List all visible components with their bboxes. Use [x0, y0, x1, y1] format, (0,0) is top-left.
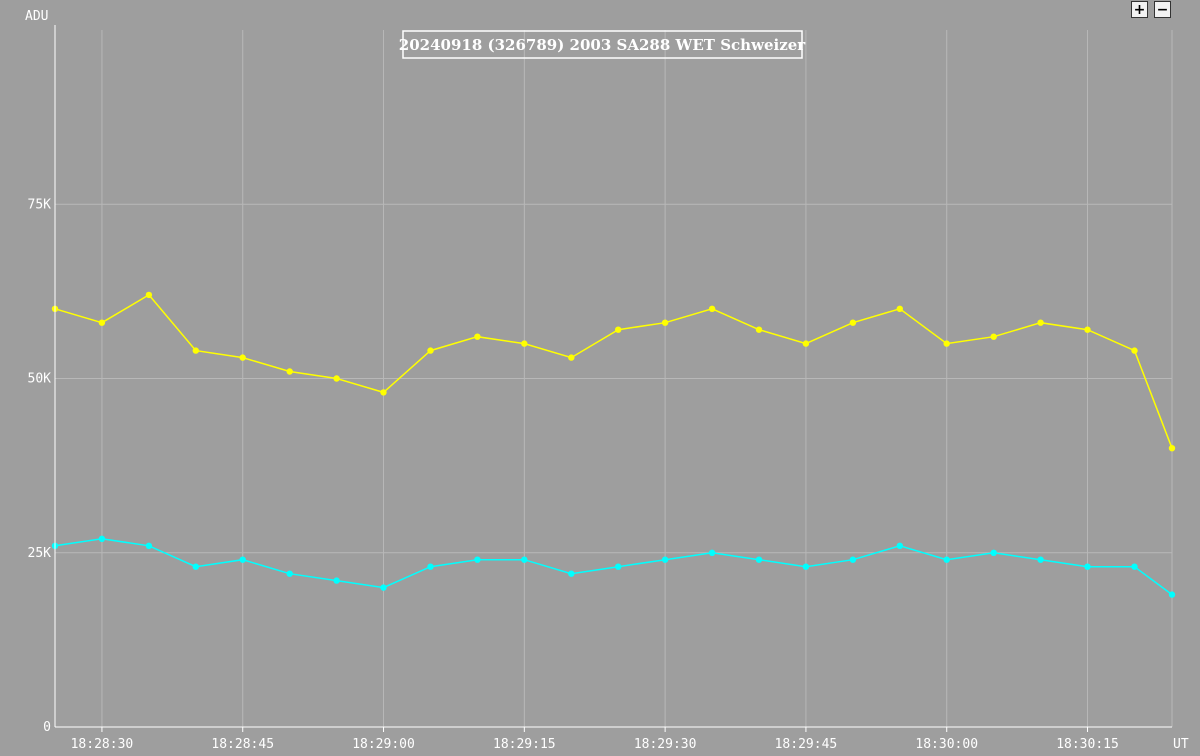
series-2-point — [943, 556, 950, 563]
series-1-point — [1131, 347, 1138, 354]
series-2-point — [615, 563, 622, 570]
series-1-point — [755, 326, 763, 333]
chart-title-box — [402, 30, 803, 59]
series-2-point — [333, 577, 340, 584]
series-2-point — [380, 584, 387, 591]
series-2-point — [474, 556, 481, 563]
series-layer — [51, 291, 1176, 598]
series-1-point — [1168, 445, 1176, 452]
series-1-point — [708, 305, 716, 312]
series-line-2 — [54, 538, 1173, 596]
series-1-point — [615, 326, 622, 333]
series-2-point — [239, 556, 246, 563]
x-axis-label: UT — [1173, 737, 1189, 752]
x-tick-label: 18:29:30 — [634, 737, 697, 752]
axes: 0 25K 50K 75K 18:28:30 18:28:45 18:29:00 18:29:… — [28, 25, 1172, 752]
series-1-point — [943, 340, 950, 347]
grid-lines — [55, 30, 1173, 727]
series-2-point — [1037, 556, 1044, 563]
series-1-point — [849, 319, 857, 326]
y-tick-label: 0 — [43, 720, 51, 735]
chart-title-group: 20240918 (326789) 2003 SA288 WET Schweiz… — [399, 30, 806, 59]
series-1-point — [661, 319, 669, 326]
series-1-point — [474, 333, 481, 340]
x-tick-label: 18:28:45 — [211, 737, 274, 752]
series-2-point — [521, 556, 528, 563]
series-1-point — [192, 347, 199, 354]
series-2-point — [427, 563, 434, 570]
series-2-point — [661, 556, 669, 563]
zoom-in-button[interactable]: + — [1131, 1, 1148, 18]
series-1-point — [802, 340, 810, 347]
series-1-point — [568, 354, 575, 361]
series-1-point — [896, 305, 903, 312]
y-tick-label: 50K — [28, 372, 52, 387]
series-2-point — [145, 542, 153, 549]
series-1-point — [1084, 326, 1091, 333]
y-tick-label: 75K — [28, 197, 52, 212]
x-tick-label: 18:29:00 — [352, 737, 415, 752]
series-2-point — [849, 556, 857, 563]
series-line-1 — [54, 293, 1173, 449]
series-2-point — [1084, 563, 1091, 570]
series-2-point — [755, 556, 763, 563]
series-1-point — [98, 319, 106, 326]
series-1-point — [521, 340, 528, 347]
y-tick-label: 25K — [28, 546, 52, 561]
series-2-point — [802, 563, 810, 570]
series-1-point — [990, 333, 997, 340]
series-1-point — [427, 347, 434, 354]
series-1-point — [239, 354, 246, 361]
series-2-point — [708, 549, 716, 556]
x-tick-label: 18:29:45 — [775, 737, 838, 752]
x-tick-label: 18:30:15 — [1056, 737, 1119, 752]
series-2-point — [1168, 591, 1176, 598]
series-2-point — [1131, 563, 1138, 570]
x-tick-label: 18:28:30 — [71, 737, 134, 752]
x-tick-label: 18:29:15 — [493, 737, 556, 752]
x-tick-label: 18:30:00 — [915, 737, 978, 752]
series-1-point — [1037, 319, 1044, 326]
y-axis-label: ADU — [25, 9, 48, 24]
zoom-out-button[interactable]: − — [1154, 1, 1171, 18]
series-2-point — [192, 563, 199, 570]
chart-title: 20240918 (326789) 2003 SA288 WET Schweiz… — [399, 36, 806, 54]
series-2-point — [286, 570, 293, 577]
series-1-point — [145, 291, 153, 299]
series-1-point — [286, 368, 293, 375]
series-1-point — [380, 389, 387, 396]
series-1-point — [333, 375, 340, 382]
series-2-point — [896, 542, 903, 549]
series-2-point — [990, 549, 997, 556]
series-2-point — [568, 570, 575, 577]
series-2-point — [98, 535, 106, 542]
